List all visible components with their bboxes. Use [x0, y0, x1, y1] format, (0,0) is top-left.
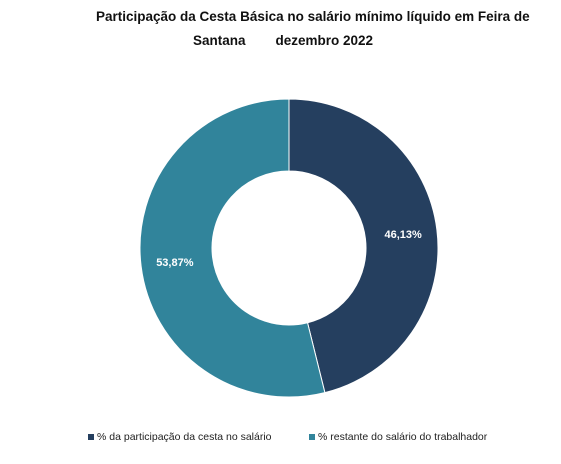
legend-item-cesta: % da participação da cesta no salário — [88, 431, 272, 443]
chart-title-line-1: Participação da Cesta Básica no salário … — [96, 9, 530, 24]
chart-title-line-2: Santana dezembro 2022 — [193, 33, 374, 48]
slice-label-restante: 53,87% — [156, 257, 194, 269]
slice-label-cesta: 46,13% — [384, 229, 422, 241]
legend-label-restante: % restante do salário do trabalhador — [318, 431, 488, 443]
slice-cesta — [288, 98, 439, 394]
legend-label-cesta: % da participação da cesta no salário — [97, 431, 272, 443]
slice-restante — [139, 98, 326, 398]
legend-swatch-cesta — [88, 434, 94, 440]
legend-item-restante: % restante do salário do trabalhador — [309, 431, 487, 443]
legend-swatch-restante — [309, 434, 315, 440]
